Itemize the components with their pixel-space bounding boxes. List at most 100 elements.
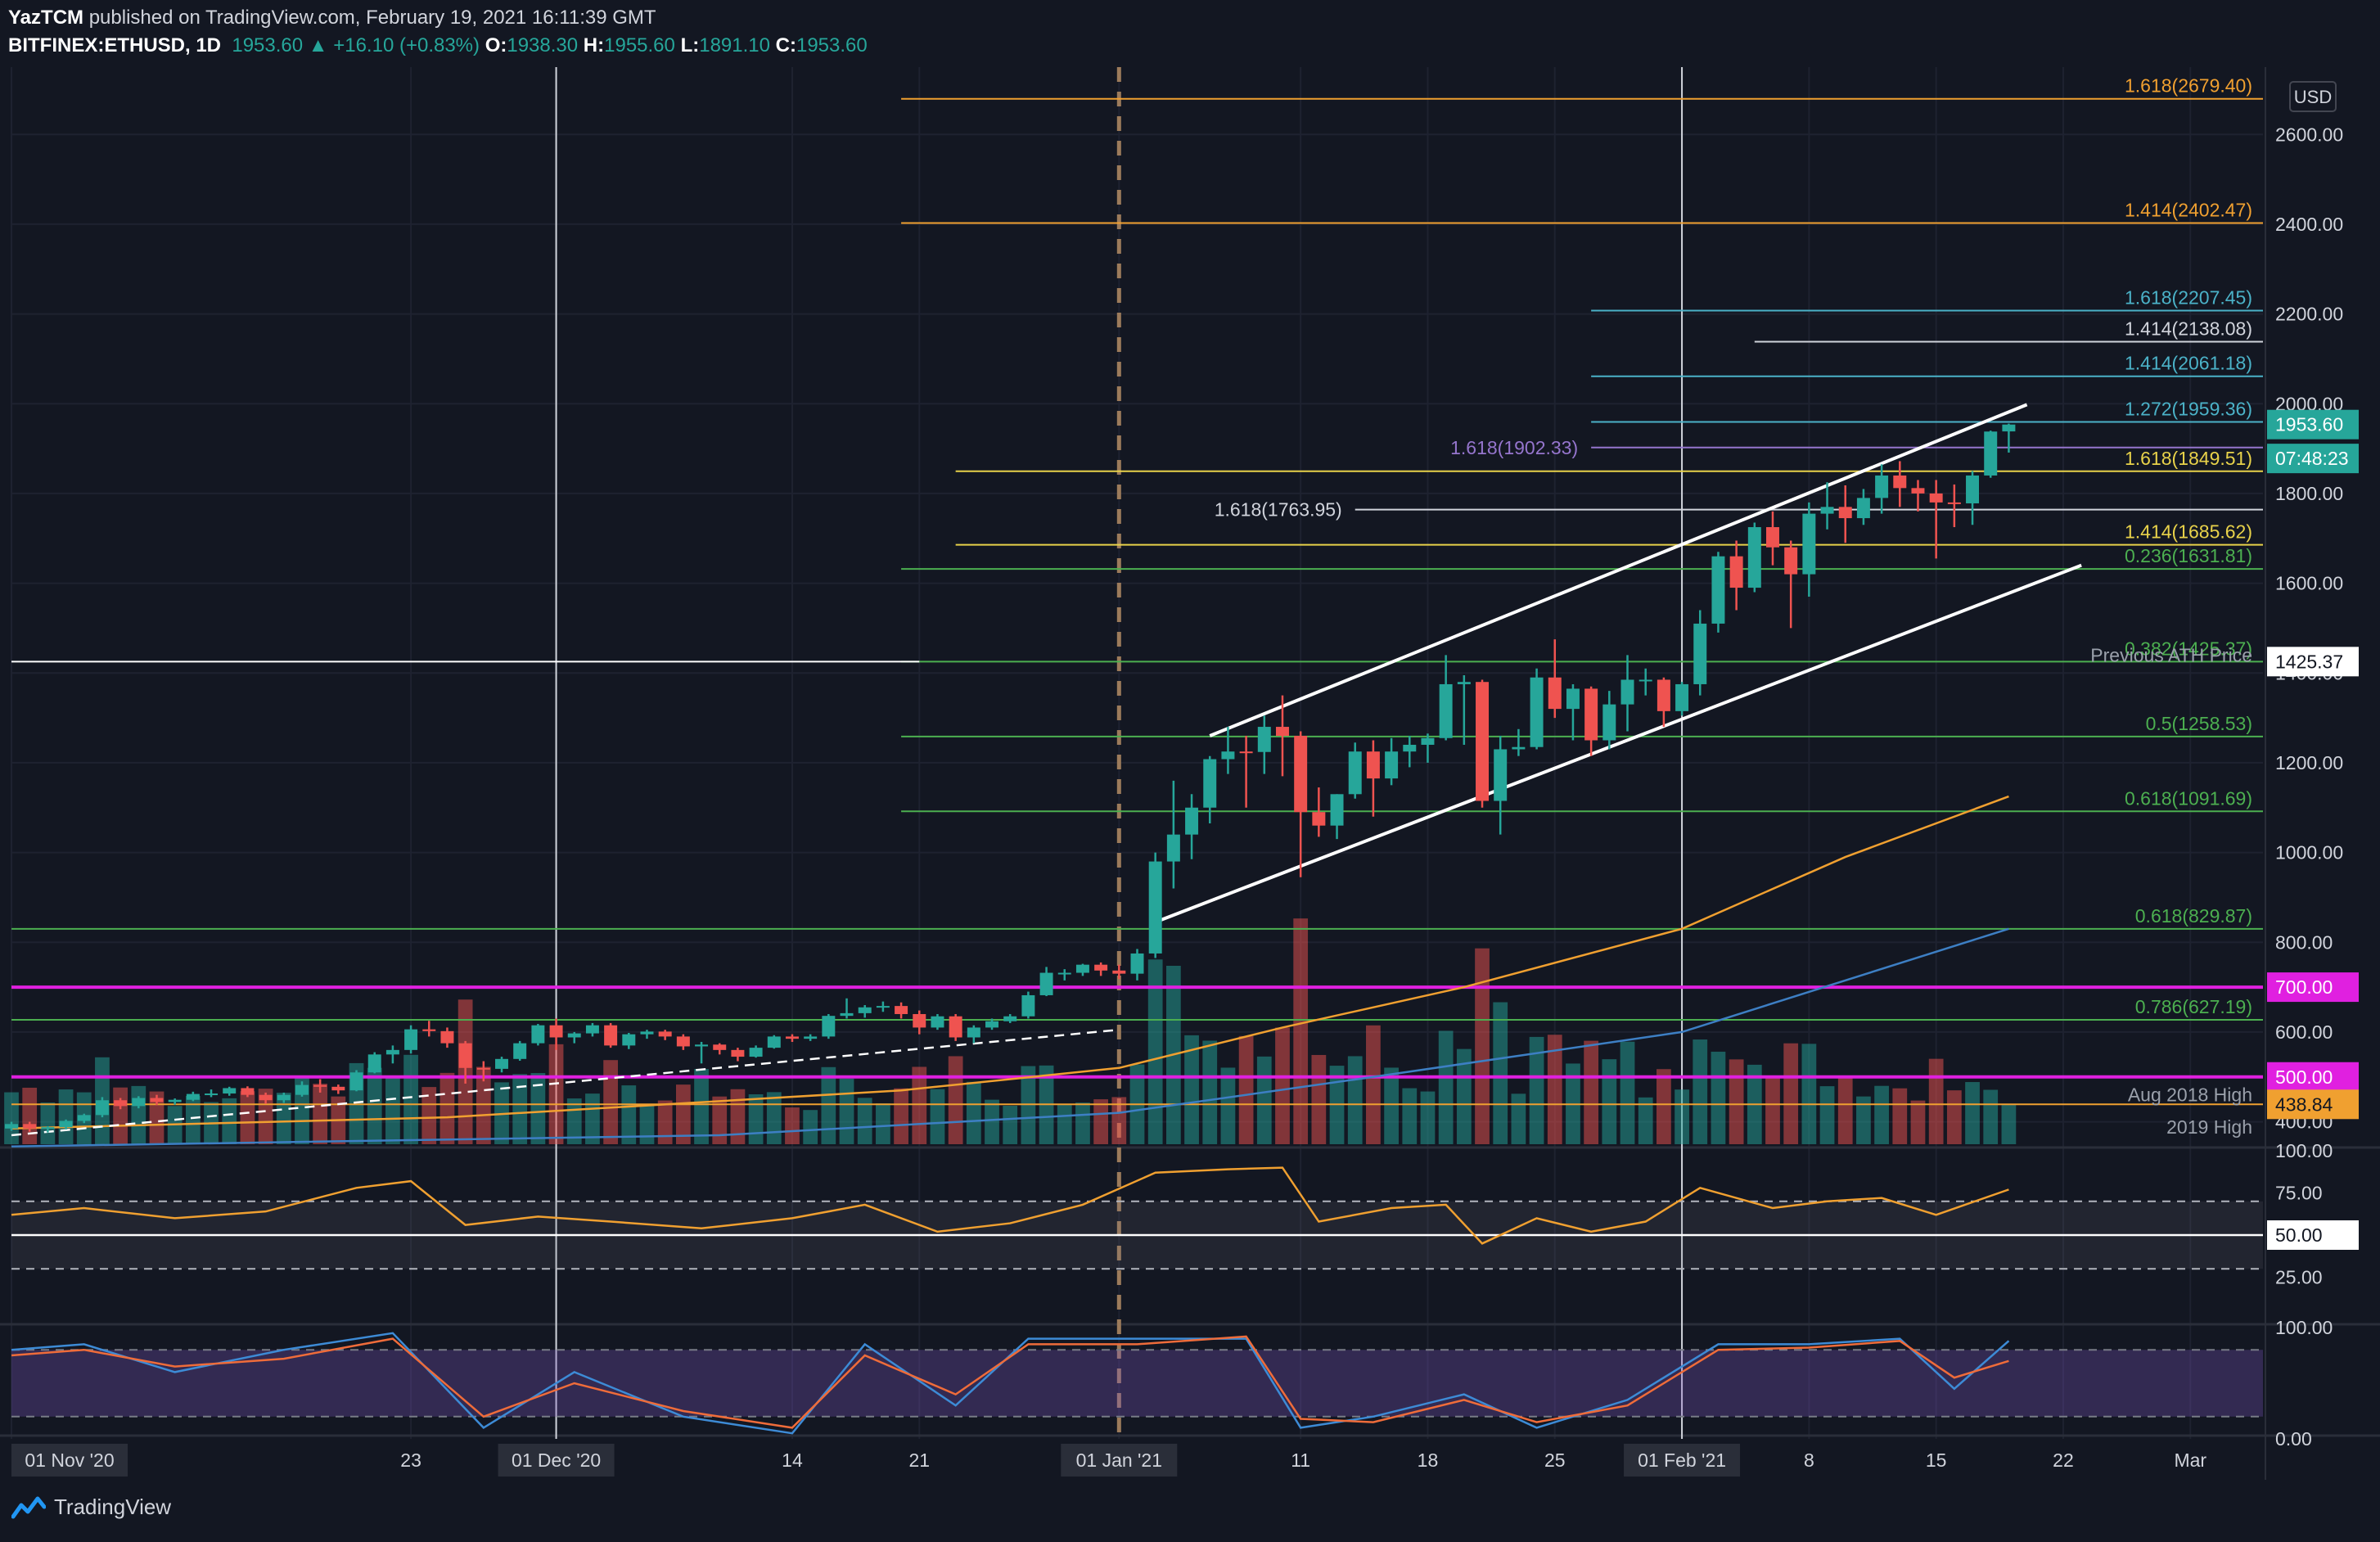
candle bbox=[567, 1031, 581, 1044]
candle bbox=[41, 1126, 55, 1133]
candle bbox=[1984, 431, 1998, 478]
volume-bar bbox=[585, 1093, 600, 1144]
candle bbox=[168, 1098, 182, 1105]
candle-body bbox=[1675, 683, 1689, 711]
volume-bar bbox=[439, 1072, 455, 1144]
candle bbox=[858, 1005, 872, 1018]
candle bbox=[1239, 736, 1253, 808]
volume-bar bbox=[876, 1103, 890, 1144]
currency-label: USD bbox=[2294, 87, 2332, 107]
time-tick-label: 25 bbox=[1544, 1450, 1566, 1471]
candle-body bbox=[1494, 749, 1508, 801]
fib-level-label: 1.272(1959.36) bbox=[2125, 399, 2252, 420]
rsi-tick-label: 100.00 bbox=[2275, 1140, 2333, 1161]
candle-body bbox=[822, 1016, 836, 1037]
candle bbox=[1639, 668, 1652, 696]
fib-level-label: 1.414(1685.62) bbox=[2125, 521, 2252, 543]
volume-bar bbox=[1965, 1082, 1980, 1144]
volume-bar bbox=[748, 1093, 764, 1144]
candle bbox=[404, 1025, 418, 1054]
candle bbox=[5, 1121, 18, 1131]
candle-body bbox=[1148, 861, 1162, 954]
candle-body bbox=[1856, 498, 1870, 519]
volume-bar bbox=[1347, 1056, 1363, 1144]
fib-level-label: 1.618(1902.33) bbox=[1450, 437, 1578, 458]
tradingview-brand[interactable]: TradingView bbox=[11, 1495, 171, 1520]
candle-body bbox=[876, 1006, 890, 1008]
candle-body bbox=[804, 1036, 818, 1039]
candle bbox=[1148, 852, 1162, 958]
volume-bar bbox=[476, 1066, 491, 1144]
candle bbox=[1675, 682, 1689, 716]
fib-level-label: 0.236(1631.81) bbox=[2125, 545, 2252, 566]
candle bbox=[1330, 794, 1344, 840]
volume-bar bbox=[1856, 1096, 1871, 1144]
volume-bar bbox=[2001, 1104, 2017, 1144]
symbol-label[interactable]: BITFINEX:ETHUSD, 1D bbox=[8, 34, 222, 56]
volume-bar bbox=[1783, 1043, 1799, 1144]
candle bbox=[150, 1094, 164, 1106]
volume-bar bbox=[367, 1067, 382, 1144]
volume-bar bbox=[258, 1089, 273, 1144]
level-note: Previous ATH Price bbox=[2090, 644, 2252, 665]
candle bbox=[1439, 655, 1453, 741]
candle-body bbox=[513, 1043, 527, 1059]
candle-body bbox=[1348, 751, 1362, 795]
candle-body bbox=[695, 1044, 709, 1047]
candle-body bbox=[549, 1025, 563, 1038]
candle bbox=[495, 1057, 508, 1073]
author-name[interactable]: YazTCM bbox=[8, 7, 84, 29]
volume-bar bbox=[385, 1077, 400, 1144]
volume-bar bbox=[421, 1087, 437, 1144]
candle-body bbox=[41, 1127, 55, 1129]
candle bbox=[277, 1092, 291, 1103]
candle-body bbox=[1257, 727, 1271, 752]
candle bbox=[676, 1034, 690, 1050]
volume-bar bbox=[730, 1089, 746, 1144]
candle-body bbox=[785, 1036, 799, 1039]
price-tag-label: 1953.60 bbox=[2275, 414, 2343, 435]
fib-level-label: 1.618(2207.45) bbox=[2125, 286, 2252, 308]
candle bbox=[241, 1086, 255, 1098]
candle-body bbox=[949, 1016, 962, 1038]
time-tick-label: 15 bbox=[1926, 1450, 1947, 1471]
stoch-band bbox=[11, 1350, 2263, 1417]
candle bbox=[23, 1121, 37, 1132]
volume-bar bbox=[821, 1066, 836, 1144]
price-tag bbox=[2267, 409, 2359, 440]
candle-body bbox=[1747, 527, 1761, 588]
price-tick-label: 800.00 bbox=[2275, 931, 2333, 953]
candle bbox=[1257, 715, 1271, 774]
candle-body bbox=[385, 1049, 399, 1055]
fib-level-label: 1.414(2061.18) bbox=[2125, 353, 2252, 374]
candle bbox=[331, 1084, 345, 1094]
moving-average-line bbox=[11, 927, 2009, 1147]
price-tag-label: 500.00 bbox=[2275, 1066, 2333, 1088]
time-tick-label: 8 bbox=[1804, 1450, 1814, 1471]
time-tag bbox=[1061, 1444, 1178, 1477]
volume-bar bbox=[1765, 1077, 1780, 1144]
rsi-line bbox=[11, 1166, 2009, 1245]
volume-bar bbox=[313, 1084, 328, 1144]
volume-bar bbox=[1602, 1059, 1617, 1144]
stoch-line bbox=[11, 1335, 2009, 1429]
candle bbox=[1512, 728, 1526, 756]
volume-bar bbox=[1366, 1025, 1381, 1144]
candle bbox=[1856, 489, 1870, 525]
volume-bar bbox=[1547, 1035, 1562, 1144]
candle-body bbox=[349, 1072, 363, 1091]
candle-body bbox=[1838, 507, 1852, 519]
fib-level-label: 1.414(2138.08) bbox=[2125, 318, 2252, 340]
volume-bar bbox=[1202, 1040, 1218, 1144]
candle-body bbox=[1875, 475, 1889, 498]
time-axis: 01 Nov '20 23 01 Dec '20 14 21 01 Jan '21 11 18… bbox=[11, 1444, 2206, 1477]
volume-bar bbox=[1693, 1039, 1708, 1144]
candle-body bbox=[1784, 547, 1798, 575]
candle bbox=[385, 1045, 399, 1064]
candle bbox=[114, 1098, 128, 1110]
candle-body bbox=[313, 1084, 327, 1087]
candle-body bbox=[895, 1006, 908, 1014]
open-label: O: bbox=[485, 34, 507, 56]
